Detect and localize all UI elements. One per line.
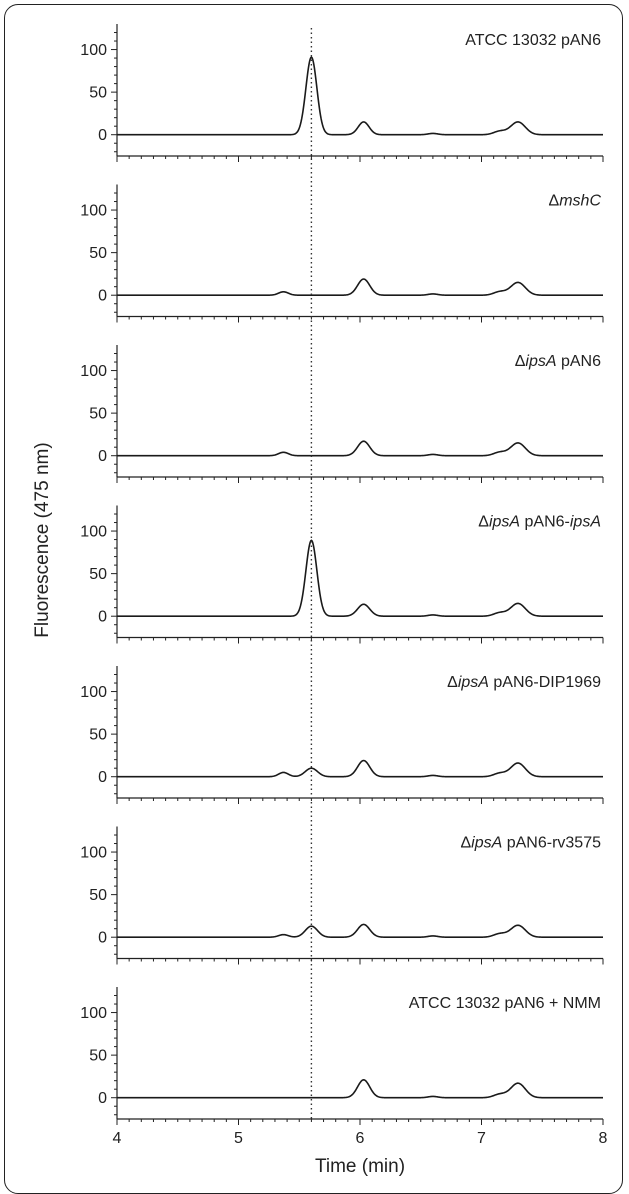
y-tick-label: 100 (80, 524, 107, 541)
x-tick-label: 7 (477, 1130, 486, 1147)
y-tick-label: 0 (98, 930, 107, 947)
x-tick-label: 8 (599, 1130, 608, 1147)
chromatogram-trace (117, 759, 603, 778)
panel-3: 0 50 100 ΔipsA pAN6 (80, 345, 604, 483)
panel-label-run: pAN6- (520, 514, 570, 531)
y-tick-label: 0 (98, 769, 107, 786)
panel-label-run: ipsA (525, 353, 556, 370)
panel-label-run: Δ (460, 835, 471, 852)
panel-label: ΔmshC (549, 193, 602, 210)
panel-label-run: Δ (478, 514, 489, 531)
chromatogram-trace (117, 1079, 603, 1099)
chromatogram-trace (117, 56, 603, 136)
panel-label-run: ATCC 13032 pAN6 (465, 32, 601, 49)
y-tick-label: 50 (89, 566, 107, 583)
panel-label: ATCC 13032 pAN6 (465, 32, 601, 49)
panel-label-run: Δ (515, 353, 526, 370)
y-tick-label: 100 (80, 203, 107, 220)
y-tick-label: 50 (89, 406, 107, 423)
y-tick-label: 100 (80, 845, 107, 862)
y-tick-label: 50 (89, 245, 107, 262)
panel-label: ΔipsA pAN6-DIP1969 (447, 674, 601, 691)
x-tick-label: 4 (113, 1130, 122, 1147)
panel-6: 0 50 100 ΔipsA pAN6-rv3575 (80, 826, 604, 965)
panel-label: ATCC 13032 pAN6 + NMM (409, 995, 601, 1012)
panel-label-run: Δ (447, 674, 458, 691)
panel-4: 0 50 100 ΔipsA pAN6-ipsA (80, 505, 604, 644)
panel-label: ΔipsA pAN6-ipsA (478, 514, 601, 531)
y-tick-label: 0 (98, 127, 107, 144)
x-axis-title: Time (min) (315, 1156, 405, 1177)
panel-2: 0 50 100 ΔmshC (80, 184, 604, 323)
panel-label: ΔipsA pAN6 (515, 353, 601, 370)
panel-label-run: ipsA (458, 674, 489, 691)
panel-7: 0 50 100 ATCC 13032 pAN6 + NMM (80, 987, 604, 1125)
y-tick-label: 100 (80, 363, 107, 380)
y-tick-label: 0 (98, 609, 107, 626)
panel-label-run: mshC (559, 193, 601, 210)
panel-label-run: ipsA (489, 514, 520, 531)
panel-1: 0 50 100 ATCC 13032 pAN6 (80, 24, 604, 162)
panel-label-run: Δ (549, 193, 560, 210)
panel-label-run: pAN6 (557, 353, 602, 370)
panel-label-run: ipsA (471, 835, 502, 852)
chromatogram-trace (117, 923, 603, 939)
y-tick-label: 50 (89, 85, 107, 102)
y-tick-label: 50 (89, 887, 107, 904)
chromatogram-trace (117, 539, 603, 618)
panel-label: ΔipsA pAN6-rv3575 (460, 835, 601, 852)
y-tick-label: 50 (89, 1048, 107, 1065)
y-tick-label: 100 (80, 42, 107, 59)
panel-label-run: pAN6-DIP1969 (489, 674, 601, 691)
y-tick-label: 0 (98, 448, 107, 465)
x-tick-label: 6 (356, 1130, 365, 1147)
x-tick-label: 5 (234, 1130, 243, 1147)
panel-label-run: pAN6-rv3575 (502, 835, 601, 852)
y-tick-label: 0 (98, 288, 107, 305)
panel-5: 0 50 100 ΔipsA pAN6-DIP1969 (80, 666, 604, 804)
y-tick-label: 100 (80, 684, 107, 701)
panel-label-run: ATCC 13032 pAN6 + NMM (409, 995, 601, 1012)
panel-label-run: ipsA (570, 514, 601, 531)
chromatogram-trace (117, 440, 603, 457)
y-tick-label: 100 (80, 1005, 107, 1022)
y-axis-title: Fluorescence (475 nm) (32, 442, 53, 637)
y-tick-label: 0 (98, 1090, 107, 1107)
y-tick-label: 50 (89, 727, 107, 744)
chromatogram-trace (117, 278, 603, 297)
